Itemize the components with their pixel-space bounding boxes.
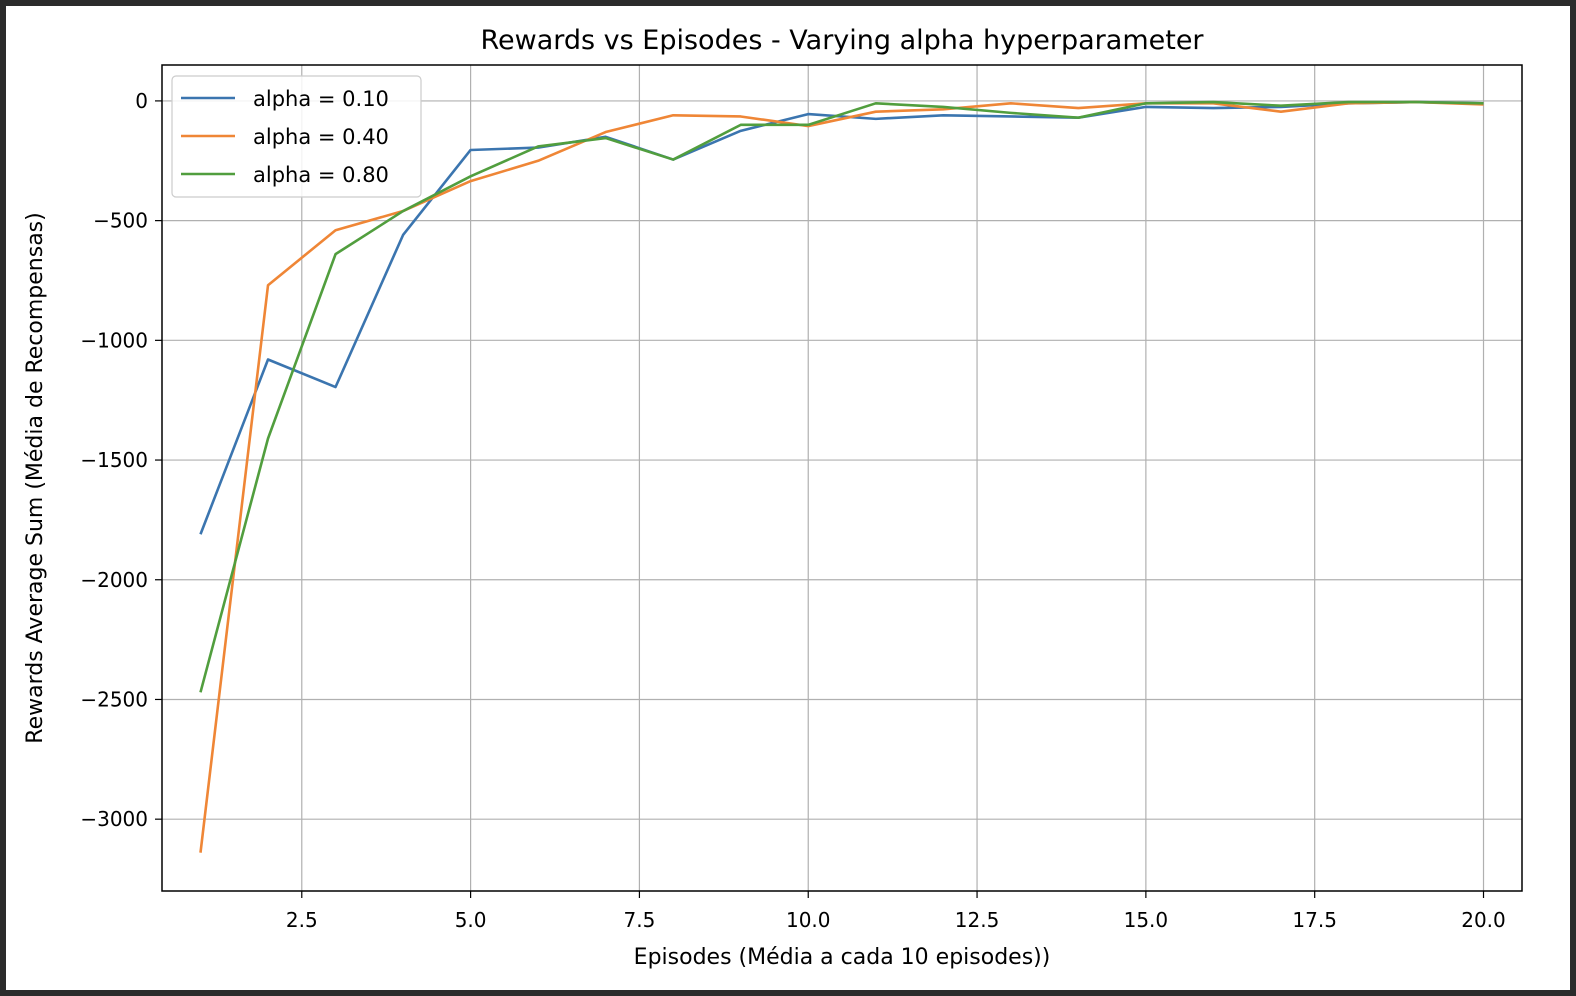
- x-tick-label: 12.5: [955, 908, 1000, 932]
- series-lines: [199, 100, 1484, 853]
- series-line-2: [199, 100, 1484, 853]
- y-tick-label: −500: [93, 209, 148, 233]
- legend-label: alpha = 0.80: [253, 163, 389, 187]
- legend-label: alpha = 0.10: [253, 87, 389, 111]
- x-tick-label: 10.0: [786, 908, 831, 932]
- y-tick-label: −3000: [80, 807, 148, 831]
- x-tick-label: 7.5: [624, 908, 656, 932]
- x-tick-label: 20.0: [1461, 908, 1506, 932]
- x-tick-label: 17.5: [1292, 908, 1337, 932]
- y-tick-label: −1000: [80, 328, 148, 352]
- legend-label: alpha = 0.40: [253, 125, 389, 149]
- x-axis-label: Episodes (Média a cada 10 episodes)): [634, 945, 1051, 970]
- legend: alpha = 0.10 alpha = 0.40 alpha = 0.80: [171, 75, 422, 198]
- series-line-3: [199, 100, 1484, 693]
- x-tick-label: 5.0: [455, 908, 487, 932]
- legend-box: [171, 75, 422, 198]
- x-tick-label: 15.0: [1124, 908, 1169, 932]
- x-tick-label: 2.5: [286, 908, 318, 932]
- chart-title: Rewards vs Episodes - Varying alpha hype…: [480, 25, 1204, 56]
- y-tick-label: −2000: [80, 568, 148, 592]
- plot-area-border: [161, 64, 1523, 892]
- y-tick-label: 0: [135, 89, 148, 113]
- y-axis-label: Rewards Average Sum (Média de Recompensa…: [23, 212, 48, 743]
- y-tick-label: −2500: [80, 687, 148, 711]
- axis-ticks: 2.5 5.0 7.5 10.0 12.5 15.0 17.5 20.0 0 −500 −1000 −…: [80, 89, 1505, 932]
- y-tick-label: −1500: [80, 448, 148, 472]
- series-line-1: [199, 100, 1484, 535]
